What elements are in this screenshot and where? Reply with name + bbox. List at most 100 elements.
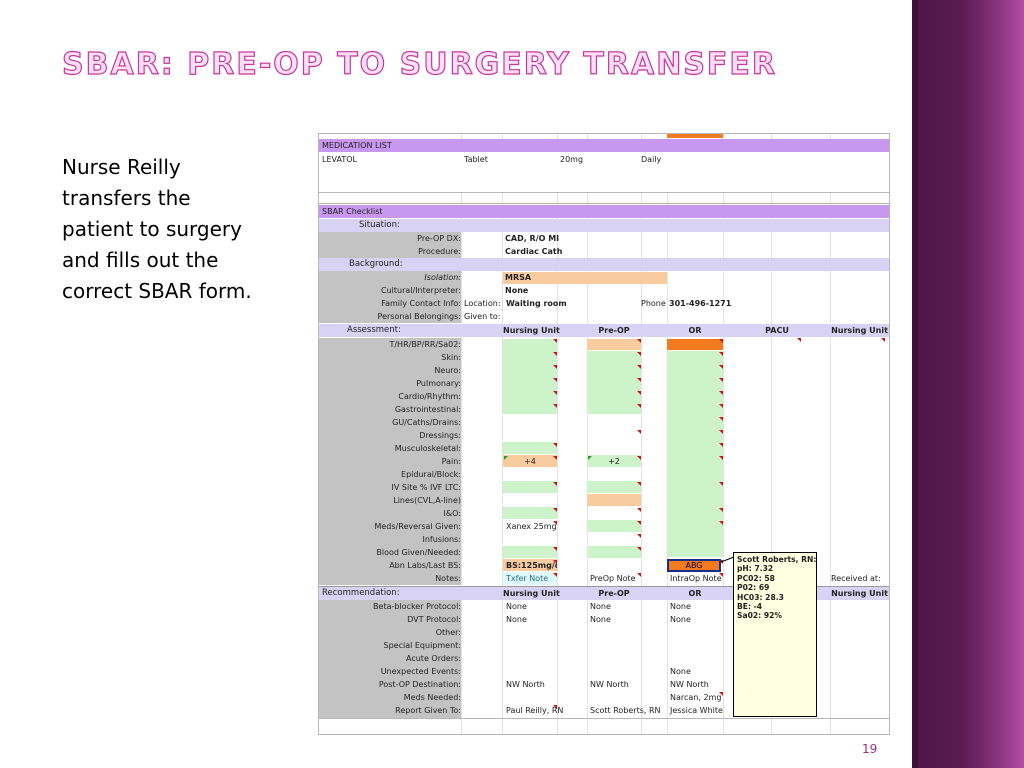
- sbar-checklist-label: SBAR Checklist: [322, 207, 383, 216]
- row-pain: Pain:: [441, 457, 461, 466]
- abg-cell[interactable]: ABG: [667, 559, 721, 572]
- sbar-checklist-header: SBAR Checklist: [319, 205, 889, 218]
- rec-other-label: Other:: [435, 628, 461, 637]
- col-nursing-unit: Nursing Unit: [503, 326, 560, 335]
- rec-postop-destination-label: Post-OP Destination:: [378, 680, 461, 689]
- row-neuro: Neuro:: [434, 366, 461, 375]
- situation-section: Situation:: [319, 219, 889, 232]
- sbar-spreadsheet: MEDICATION LIST LEVATOL Tablet 20mg Dail…: [318, 133, 890, 735]
- row-iv-site: IV Site % IVF LTC:: [391, 483, 461, 492]
- rec-report-given-preop: Scott Roberts, RN: [590, 706, 661, 715]
- belongings-label: Personal Belongings:: [377, 312, 461, 321]
- rec-dvt-preop: None: [590, 615, 611, 624]
- received-at: Received at:: [831, 574, 881, 583]
- row-io: I&O:: [443, 509, 461, 518]
- abg-value: ABG: [685, 561, 703, 570]
- rec-col-or: OR: [688, 589, 702, 598]
- row-labs: Abn Labs/Last BS:: [389, 561, 461, 570]
- situation-dx-value: CAD, R/O MI: [505, 234, 560, 243]
- rec-beta-blocker-nursing: None: [506, 602, 527, 611]
- row-musculoskeletal: Musculoskeletal:: [394, 444, 461, 453]
- rec-col-nursing-unit: Nursing Unit: [503, 589, 560, 598]
- assessment-section: Assessment: Nursing Unit Pre-OP OR PACU …: [319, 324, 889, 337]
- rec-dvt-label: DVT Protocol:: [407, 615, 461, 624]
- rec-acute-orders-label: Acute Orders:: [406, 654, 461, 663]
- col-pre-op: Pre-OP: [598, 326, 630, 335]
- comment-sao2: Sa02: 92%: [737, 611, 783, 621]
- rec-col-pre-op: Pre-OP: [598, 589, 630, 598]
- pain-preop-value: +2: [608, 457, 620, 466]
- medication-row: LEVATOL Tablet 20mg Daily: [319, 152, 889, 193]
- row-gastro: Gastrointestinal:: [394, 405, 461, 414]
- rec-report-given-nursing: Paul Reilly, RN: [506, 706, 564, 715]
- meds-nursing-value: Xanex 25mg: [506, 522, 557, 531]
- slide-title: SBAR: Pre-op to Surgery Transfer: [61, 46, 778, 82]
- family-location-label: Location:: [464, 299, 501, 308]
- preop-note: PreOp Note: [590, 574, 636, 583]
- row-notes: Notes:: [435, 574, 461, 583]
- med-form: Tablet: [464, 155, 488, 164]
- rec-beta-blocker-preop: None: [590, 602, 611, 611]
- comment-author: Scott Roberts, RN:: [737, 555, 817, 564]
- rec-beta-blocker-label: Beta-blocker Protocol:: [373, 602, 461, 611]
- rec-unexpected-events-or: None: [670, 667, 691, 676]
- recommendation-label: Recommendation:: [322, 588, 400, 598]
- row-pulmonary: Pulmonary:: [416, 379, 461, 388]
- comment-po2: P02: 69: [737, 583, 770, 593]
- cultural-value: None: [505, 286, 529, 295]
- row-epidural: Epidural/Block:: [401, 470, 461, 479]
- rec-postop-destination-nursing: NW North: [506, 680, 545, 689]
- medication-list-label: MEDICATION LIST: [322, 141, 392, 150]
- rec-special-equipment-label: Special Equipment:: [383, 641, 462, 650]
- rec-dvt-nursing: None: [506, 615, 527, 624]
- assessment-label: Assessment:: [347, 325, 401, 335]
- rec-postop-destination-or: NW North: [670, 680, 709, 689]
- isolation-label: Isolation:: [424, 273, 461, 282]
- row-meds-reversal: Meds/Reversal Given:: [374, 522, 461, 531]
- situation-label: Situation:: [359, 220, 400, 230]
- family-phone-label: Phone: [641, 299, 666, 308]
- decorative-side-band: [912, 0, 1024, 768]
- med-dose: 20mg: [560, 155, 584, 164]
- med-frequency: Daily: [641, 155, 662, 164]
- txfer-note-link[interactable]: Txfer Note: [506, 574, 549, 583]
- medication-list-header: MEDICATION LIST: [319, 139, 889, 152]
- rec-beta-blocker-or: None: [670, 602, 691, 611]
- rec-meds-needed-or: Narcan, 2mg: [670, 693, 722, 702]
- row-blood: Blood Given/Needed:: [376, 548, 461, 557]
- comment-connector: [720, 556, 735, 563]
- comment-be: BE: -4: [737, 602, 763, 612]
- row-gu: GU/Caths/Drains:: [392, 418, 461, 427]
- rec-dvt-or: None: [670, 615, 691, 624]
- belongings-value: Given to:: [464, 312, 501, 321]
- background-label: Background:: [349, 259, 403, 269]
- comment-pco2: PC02: 58: [737, 573, 775, 583]
- col-pacu: PACU: [765, 326, 789, 335]
- col-or: OR: [688, 326, 702, 335]
- isolation-value: MRSA: [505, 273, 532, 282]
- col-nursing-unit-2: Nursing Unit: [831, 326, 888, 335]
- cultural-label: Cultural/Interpreter:: [381, 286, 461, 295]
- pain-nursing-value: +4: [524, 457, 536, 466]
- situation-procedure-label: Procedure:: [418, 247, 461, 256]
- row-cardio: Cardio/Rhythm:: [398, 392, 461, 401]
- row-dressings: Dressings:: [419, 431, 461, 440]
- rec-meds-needed-label: Meds Needed:: [403, 693, 461, 702]
- cell-comment-popup: Scott Roberts, RN: pH: 7.32 PC02: 58 P02…: [733, 552, 817, 717]
- rec-unexpected-events-label: Unexpected Events:: [380, 667, 461, 676]
- intraop-note: IntraOp Note: [670, 574, 722, 583]
- rec-report-given-or: Jessica White: [670, 706, 723, 715]
- situation-procedure-value: Cardiac Cath: [505, 247, 563, 256]
- row-skin: Skin:: [441, 353, 461, 362]
- med-name: LEVATOL: [322, 155, 357, 164]
- labs-nursing-value: BS:125mg/dl: [506, 561, 557, 570]
- row-vitals: T/HR/BP/RR/Sa02:: [389, 340, 461, 349]
- rec-col-nursing-unit-2: Nursing Unit: [831, 589, 888, 598]
- family-phone-value: 301-496-1271: [669, 299, 732, 308]
- slide-body-text: Nurse Reilly transfers the patient to su…: [62, 155, 252, 303]
- comment-hco3: HC03: 28.3: [737, 592, 784, 602]
- row-infusions: Infusions:: [422, 535, 461, 544]
- page-number: 19: [862, 742, 878, 756]
- rec-postop-destination-preop: NW North: [590, 680, 629, 689]
- rec-report-given-label: Report Given To:: [395, 706, 461, 715]
